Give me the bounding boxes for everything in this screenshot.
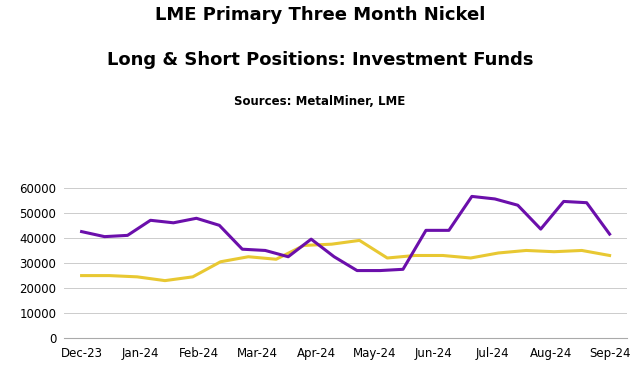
Long [467,256,474,260]
Long [106,273,113,278]
Long [439,253,447,258]
Long [550,249,558,254]
Short [170,221,177,225]
Short [399,267,407,272]
Long [578,248,586,253]
Short [514,203,522,208]
Long [300,243,308,248]
Short [239,247,246,252]
Long [78,273,86,278]
Long [133,275,141,279]
Short [353,268,361,273]
Long [244,254,252,259]
Short [583,200,591,205]
Short [124,233,131,238]
Short [330,254,338,259]
Long [217,259,225,264]
Long [522,248,530,253]
Line: Short: Short [82,196,610,271]
Line: Long: Long [82,240,610,280]
Long [495,251,502,255]
Short [261,248,269,253]
Short [193,216,200,221]
Long [161,278,169,283]
Text: Long & Short Positions: Investment Funds: Long & Short Positions: Investment Funds [107,51,533,68]
Short [100,234,108,239]
Short [147,218,154,223]
Short [78,229,86,234]
Long [189,275,196,279]
Short [216,223,223,228]
Short [491,196,499,201]
Short [560,199,568,204]
Long [412,253,419,258]
Short [468,194,476,199]
Long [272,257,280,261]
Long [356,238,364,243]
Short [537,227,545,231]
Short [376,268,384,273]
Long [606,253,614,258]
Long [383,256,391,260]
Short [422,228,430,233]
Text: LME Primary Three Month Nickel: LME Primary Three Month Nickel [155,6,485,24]
Short [445,228,452,233]
Short [307,237,315,242]
Long [328,242,335,247]
Short [606,232,614,237]
Short [284,254,292,259]
Text: Sources: MetalMiner, LME: Sources: MetalMiner, LME [234,95,406,108]
